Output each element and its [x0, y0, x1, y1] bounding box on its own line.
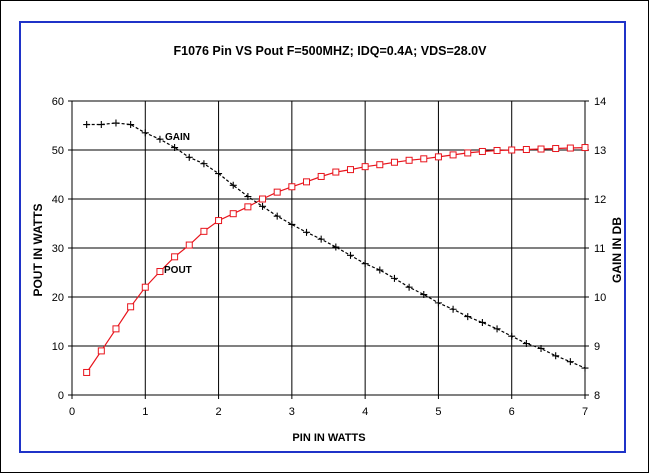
- x-axis-label: PIN IN WATTS: [292, 432, 365, 444]
- pout-point: [494, 147, 500, 153]
- pout-point: [98, 348, 104, 354]
- pout-point: [113, 326, 119, 332]
- pout-point: [479, 148, 485, 154]
- y-left-tick-label: 30: [52, 243, 64, 255]
- gain-point: [332, 244, 339, 251]
- pout-point: [333, 169, 339, 175]
- pout-point: [465, 150, 471, 156]
- pout-point: [245, 204, 251, 210]
- gain-point: [186, 154, 193, 161]
- pout-point: [567, 145, 573, 151]
- pout-point: [186, 242, 192, 248]
- pout-point: [538, 146, 544, 152]
- pout-point: [582, 145, 588, 151]
- x-tick-label: 0: [69, 406, 75, 418]
- gain-point: [494, 325, 501, 332]
- x-tick-label: 1: [142, 406, 148, 418]
- pout-point: [230, 211, 236, 217]
- y-left-tick-label: 0: [58, 390, 64, 402]
- gain-point: [582, 365, 589, 372]
- gain-point: [318, 236, 325, 243]
- pout-point: [128, 304, 134, 310]
- y-right-tick-label: 10: [594, 292, 606, 304]
- gain-point: [215, 170, 222, 177]
- pout-point: [216, 218, 222, 224]
- pout-point: [553, 146, 559, 152]
- gain-point: [435, 299, 442, 306]
- gain-point: [406, 284, 413, 291]
- x-tick-label: 7: [582, 406, 588, 418]
- y-right-tick-label: 11: [594, 243, 605, 255]
- pout-point: [172, 254, 178, 260]
- gain-point: [156, 136, 163, 143]
- pout-point: [509, 147, 515, 153]
- gain-point: [142, 129, 149, 136]
- pout-point: [377, 162, 383, 168]
- gain-point: [362, 260, 369, 267]
- gain-point: [567, 358, 574, 365]
- gain-point: [303, 229, 310, 236]
- gain-point: [479, 319, 486, 326]
- y-right-tick-label: 8: [594, 390, 600, 402]
- pout-point: [84, 369, 90, 375]
- pout-point: [289, 184, 295, 190]
- gain-point: [83, 121, 90, 128]
- pout-point: [142, 284, 148, 290]
- gain-point: [200, 160, 207, 167]
- y-left-tick-label: 20: [52, 292, 64, 304]
- y-left-tick-label: 10: [52, 341, 64, 353]
- pout-point: [421, 156, 427, 162]
- gain-point: [288, 221, 295, 228]
- gain-point: [391, 275, 398, 282]
- chart-title: F1076 Pin VS Pout F=500MHZ; IDQ=0.4A; VD…: [174, 44, 488, 58]
- x-tick-label: 2: [216, 406, 222, 418]
- y-axis-label-right: GAIN IN DB: [610, 217, 624, 283]
- pout-point: [450, 152, 456, 158]
- pout-point: [347, 167, 353, 173]
- annotation-pout: POUT: [164, 265, 192, 276]
- pout-point: [274, 189, 280, 195]
- grid: [72, 101, 585, 395]
- pout-point: [391, 159, 397, 165]
- pout-point: [304, 179, 310, 185]
- gain-point: [508, 333, 515, 340]
- y-left-tick-label: 50: [52, 145, 64, 157]
- gain-point: [376, 267, 383, 274]
- gain-point: [259, 203, 266, 210]
- x-tick-label: 5: [435, 406, 441, 418]
- y-right-tick-label: 14: [594, 96, 606, 108]
- gain-point: [552, 352, 559, 359]
- gain-point: [347, 252, 354, 259]
- y-axis-label-left: POUT IN WATTS: [31, 203, 45, 296]
- y-right-tick-label: 9: [594, 341, 600, 353]
- pout-point: [406, 157, 412, 163]
- pout-point: [260, 196, 266, 202]
- gain-point: [450, 306, 457, 313]
- pout-point: [435, 154, 441, 160]
- gain-point: [127, 121, 134, 128]
- pout-point: [318, 173, 324, 179]
- y-left-tick-label: 40: [52, 194, 64, 206]
- y-right-tick-label: 12: [594, 194, 606, 206]
- x-tick-label: 4: [362, 406, 368, 418]
- gain-point: [274, 213, 281, 220]
- pout-point: [157, 269, 163, 275]
- pout-point: [362, 164, 368, 170]
- pout-point: [201, 228, 207, 234]
- x-tick-label: 3: [289, 406, 295, 418]
- y-left-tick-label: 60: [52, 96, 64, 108]
- y-right-tick-label: 13: [594, 145, 606, 157]
- gain-point: [464, 313, 471, 320]
- gain-point: [98, 121, 105, 128]
- gain-point: [112, 120, 119, 127]
- pout-series-line: [87, 148, 585, 373]
- x-tick-label: 6: [509, 406, 515, 418]
- pout-point: [523, 147, 529, 153]
- annotation-gain: GAIN: [165, 132, 190, 143]
